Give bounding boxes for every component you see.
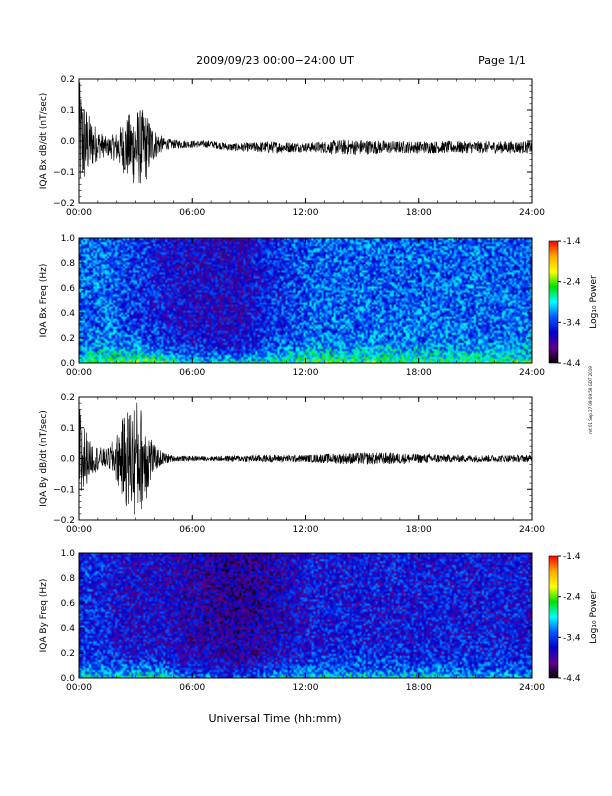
y-tick-label: 0.8 xyxy=(61,574,76,584)
y-tick-label: 0.4 xyxy=(61,309,76,319)
y-tick-label: 0.0 xyxy=(61,137,76,147)
bx-dbdt-y-axis-label: IQA Bx dB/dt (nT/sec) xyxy=(39,93,49,190)
panel-bx-spectrogram: 00:00 06:00 12:00 18:00 24:00 1.0 0.8 0.6 0.4 0.2… xyxy=(39,234,545,378)
by-dbdt-y-axis-label: IQA By dB/dt (nT/sec) xyxy=(39,410,49,507)
x-tick-label: 24:00 xyxy=(519,683,545,693)
y-tick-label: −0.2 xyxy=(53,516,75,526)
panel-by-spectrogram: 00:00 06:00 12:00 18:00 24:00 1.0 0.8 0.6 0.4 0.2… xyxy=(39,549,545,693)
x-tick-label: 06:00 xyxy=(179,208,205,218)
x-tick-label: 00:00 xyxy=(66,525,92,535)
x-tick-label: 06:00 xyxy=(179,368,205,378)
bx-spectrogram-heatmap-cells xyxy=(79,238,532,363)
by-dbdt-trace xyxy=(79,402,532,515)
y-tick-label: 0.1 xyxy=(61,106,75,116)
y-tick-label: 0.2 xyxy=(61,75,75,85)
colorbar-tick-label: -4.4 xyxy=(563,674,581,684)
x-tick-label: 12:00 xyxy=(293,683,319,693)
y-tick-label: 0.0 xyxy=(61,359,76,369)
by-spectrogram-heatmap-cells xyxy=(79,553,532,678)
colorbar-tick-label: -4.4 xyxy=(563,359,581,369)
y-tick-label: 1.0 xyxy=(61,549,76,559)
colorbar-tick-label: -2.4 xyxy=(563,278,581,288)
x-tick-label: 00:00 xyxy=(66,208,92,218)
colorbar-bx-scale xyxy=(548,240,559,364)
page-number: Page 1/1 xyxy=(478,54,526,67)
page-title: 2009/09/23 00:00−24:00 UT xyxy=(196,54,354,67)
y-tick-label: 0.6 xyxy=(61,284,76,294)
colorbar-tick-label: -3.4 xyxy=(563,633,581,643)
y-tick-label: 0.4 xyxy=(61,624,76,634)
y-tick-label: 0.0 xyxy=(61,674,76,684)
y-tick-label: 0.8 xyxy=(61,259,76,269)
x-tick-label: 12:00 xyxy=(293,368,319,378)
x-tick-label: 18:00 xyxy=(406,208,432,218)
x-tick-label: 12:00 xyxy=(293,208,319,218)
y-tick-label: −0.2 xyxy=(53,199,75,209)
bx-dbdt-trace xyxy=(79,82,532,184)
x-tick-label: 00:00 xyxy=(66,683,92,693)
colorbar-bx-label: Log₁₀ Power xyxy=(589,275,599,329)
panel-by-dbdt: 00:00 06:00 12:00 18:00 24:00 0.2 0.1 0.0 −0.1 −0… xyxy=(39,393,545,535)
y-tick-label: 0.2 xyxy=(61,334,75,344)
colorbar-tick-label: -1.4 xyxy=(563,237,581,247)
colorbar-by-scale xyxy=(548,555,559,679)
colorbar-by: -1.4 -2.4 -3.4 -4.4 Log₁₀ Power xyxy=(548,552,599,684)
y-tick-label: 0.2 xyxy=(61,393,75,403)
colorbar-tick-label: -2.4 xyxy=(563,593,581,603)
x-tick-label: 18:00 xyxy=(406,525,432,535)
x-tick-label: 24:00 xyxy=(519,525,545,535)
by-spectrogram-y-axis-label: IQA By Freq (Hz) xyxy=(39,579,49,653)
colorbar-tick-label: -1.4 xyxy=(563,552,581,562)
y-tick-label: −0.1 xyxy=(53,168,75,178)
x-tick-label: 06:00 xyxy=(179,525,205,535)
bx-spectrogram-y-axis-label: IQA Bx Freq (Hz) xyxy=(39,264,49,338)
x-tick-label: 00:00 xyxy=(66,368,92,378)
x-tick-label: 18:00 xyxy=(406,683,432,693)
y-tick-label: 0.6 xyxy=(61,599,76,609)
panel-bx-dbdt: 00:00 06:00 12:00 18:00 24:00 0.2 0.1 0.0 −0.1 −0… xyxy=(39,75,545,218)
y-tick-label: −0.1 xyxy=(53,485,75,495)
y-tick-label: 1.0 xyxy=(61,234,76,244)
colorbar-tick-label: -3.4 xyxy=(563,318,581,328)
x-tick-label: 06:00 xyxy=(179,683,205,693)
x-axis-label: Universal Time (hh:mm) xyxy=(209,712,342,725)
x-tick-label: 18:00 xyxy=(406,368,432,378)
colorbar-by-label: Log₁₀ Power xyxy=(589,590,599,644)
y-tick-label: 0.0 xyxy=(61,455,76,465)
y-tick-label: 0.1 xyxy=(61,424,75,434)
x-tick-label: 24:00 xyxy=(519,368,545,378)
colorbar-bx: -1.4 -2.4 -3.4 -4.4 Log₁₀ Power xyxy=(548,237,599,369)
x-tick-label: 12:00 xyxy=(293,525,319,535)
y-tick-label: 0.2 xyxy=(61,649,75,659)
timestamp-stamp: mt 01 Sep 27 09:09:59 GDT 2019 xyxy=(588,366,593,434)
x-tick-label: 24:00 xyxy=(519,208,545,218)
